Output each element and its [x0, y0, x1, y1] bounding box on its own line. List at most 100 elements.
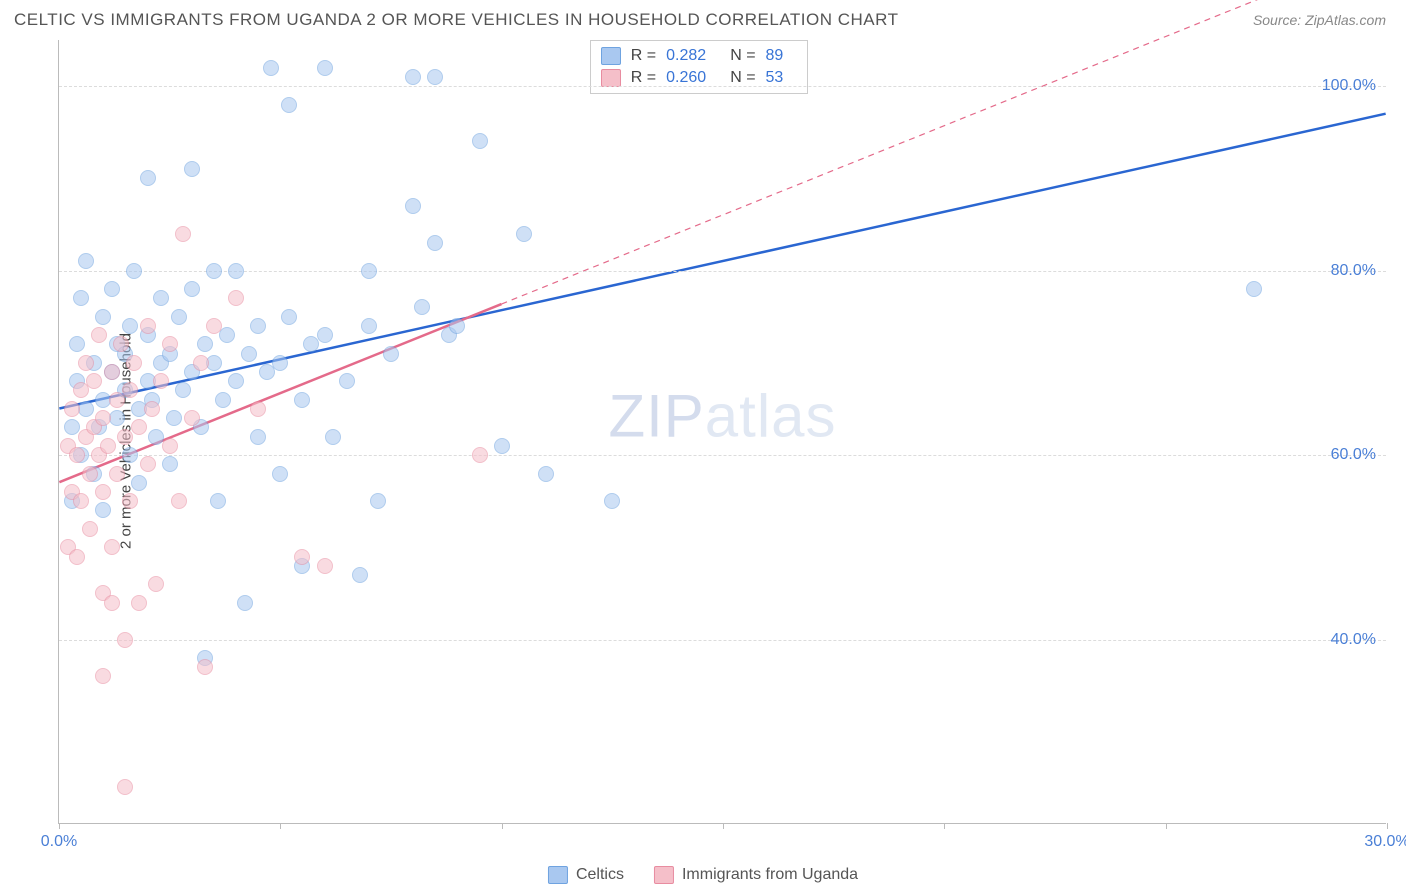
data-point — [294, 549, 310, 565]
legend-item: Immigrants from Uganda — [654, 866, 858, 884]
legend-swatch — [601, 69, 621, 87]
legend-item: Celtics — [548, 866, 624, 884]
data-point — [241, 346, 257, 362]
y-tick-label: 100.0% — [1322, 77, 1376, 95]
data-point — [250, 401, 266, 417]
data-point — [69, 549, 85, 565]
data-point — [472, 133, 488, 149]
data-point — [370, 493, 386, 509]
data-point — [184, 281, 200, 297]
data-point — [272, 355, 288, 371]
data-point — [82, 466, 98, 482]
legend-swatch — [654, 866, 674, 884]
data-point — [197, 659, 213, 675]
data-point — [140, 170, 156, 186]
data-point — [414, 299, 430, 315]
legend-swatch — [548, 866, 568, 884]
data-point — [95, 410, 111, 426]
data-point — [272, 466, 288, 482]
data-point — [171, 493, 187, 509]
x-tick — [59, 823, 60, 829]
x-tick — [723, 823, 724, 829]
data-point — [383, 346, 399, 362]
data-point — [197, 336, 213, 352]
stat-n-value: 53 — [766, 69, 784, 87]
data-point — [162, 456, 178, 472]
legend-label: Immigrants from Uganda — [682, 866, 858, 884]
data-point — [339, 373, 355, 389]
data-point — [228, 373, 244, 389]
data-point — [95, 668, 111, 684]
data-point — [184, 161, 200, 177]
data-point — [171, 309, 187, 325]
watermark: ZIPatlas — [608, 381, 836, 450]
data-point — [228, 290, 244, 306]
stat-n-label: N = — [730, 69, 755, 87]
data-point — [64, 401, 80, 417]
data-point — [317, 60, 333, 76]
data-point — [538, 466, 554, 482]
data-point — [126, 263, 142, 279]
data-point — [78, 253, 94, 269]
data-point — [405, 69, 421, 85]
gridline — [59, 271, 1386, 272]
data-point — [140, 318, 156, 334]
data-point — [117, 632, 133, 648]
stat-r-value: 0.260 — [666, 69, 706, 87]
data-point — [317, 327, 333, 343]
data-point — [281, 309, 297, 325]
data-point — [122, 318, 138, 334]
data-point — [361, 263, 377, 279]
data-point — [113, 336, 129, 352]
stat-r-value: 0.282 — [666, 47, 706, 65]
x-tick — [280, 823, 281, 829]
legend-swatch — [601, 47, 621, 65]
data-point — [78, 355, 94, 371]
data-point — [206, 318, 222, 334]
data-point — [175, 382, 191, 398]
data-point — [95, 309, 111, 325]
data-point — [69, 447, 85, 463]
stat-r-label: R = — [631, 47, 656, 65]
data-point — [104, 539, 120, 555]
stats-legend-row: R =0.282N =89 — [601, 45, 798, 67]
data-point — [352, 567, 368, 583]
data-point — [144, 401, 160, 417]
legend-label: Celtics — [576, 866, 624, 884]
chart-title: CELTIC VS IMMIGRANTS FROM UGANDA 2 OR MO… — [14, 10, 899, 30]
data-point — [604, 493, 620, 509]
data-point — [153, 373, 169, 389]
y-tick-label: 40.0% — [1331, 631, 1376, 649]
plot-region: ZIPatlas R =0.282N =89R =0.260N =53 40.0… — [58, 40, 1386, 824]
x-tick-label: 30.0% — [1364, 833, 1406, 851]
data-point — [228, 263, 244, 279]
data-point — [449, 318, 465, 334]
stat-n-label: N = — [730, 47, 755, 65]
data-point — [263, 60, 279, 76]
data-point — [126, 355, 142, 371]
data-point — [206, 263, 222, 279]
chart-area: 2 or more Vehicles in Household ZIPatlas… — [40, 40, 1386, 842]
data-point — [427, 235, 443, 251]
x-tick — [1166, 823, 1167, 829]
data-point — [405, 198, 421, 214]
data-point — [193, 355, 209, 371]
gridline — [59, 86, 1386, 87]
watermark-light: atlas — [705, 382, 837, 449]
data-point — [122, 382, 138, 398]
bottom-legend: Celtics Immigrants from Uganda — [548, 866, 858, 884]
stat-r-label: R = — [631, 69, 656, 87]
data-point — [109, 466, 125, 482]
data-point — [104, 364, 120, 380]
y-tick-label: 80.0% — [1331, 262, 1376, 280]
data-point — [131, 419, 147, 435]
data-point — [82, 521, 98, 537]
data-point — [131, 475, 147, 491]
x-tick — [944, 823, 945, 829]
data-point — [361, 318, 377, 334]
data-point — [95, 502, 111, 518]
data-point — [237, 595, 253, 611]
data-point — [210, 493, 226, 509]
data-point — [73, 290, 89, 306]
data-point — [104, 281, 120, 297]
